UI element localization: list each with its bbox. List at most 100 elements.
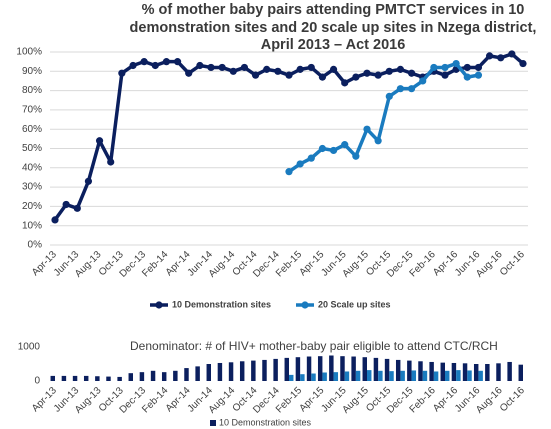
point-marker — [441, 71, 449, 79]
bar — [306, 356, 312, 381]
bar — [462, 363, 468, 381]
bar — [362, 357, 367, 381]
point-marker — [240, 63, 249, 72]
legend-swatch — [210, 420, 216, 426]
point-marker — [407, 85, 416, 93]
y-tick-label: 70% — [22, 105, 42, 116]
legend-swatch — [301, 301, 309, 309]
x-tick-label: Feb-16 — [408, 249, 438, 279]
point-marker — [62, 200, 70, 209]
point-marker — [474, 71, 483, 79]
point-marker — [396, 65, 405, 73]
point-marker — [95, 137, 104, 145]
bar — [139, 372, 145, 381]
point-marker — [485, 52, 494, 60]
x-tick-label: Oct-16 — [498, 385, 527, 414]
y-tick-label: 50% — [22, 143, 42, 154]
point-marker — [329, 65, 338, 73]
bar — [344, 371, 350, 381]
point-marker — [318, 73, 327, 81]
point-marker — [196, 61, 204, 70]
y-tick-label: 30% — [22, 182, 42, 193]
bar — [289, 374, 294, 381]
bar — [445, 370, 450, 381]
point-marker — [341, 141, 349, 149]
bar — [262, 359, 267, 381]
point-marker — [285, 168, 293, 176]
bar — [440, 362, 445, 381]
point-marker — [73, 204, 81, 212]
point-marker — [463, 73, 471, 81]
chart-title: Denominator: # of HIV+ mother-baby pair … — [130, 339, 498, 353]
bar — [407, 360, 412, 381]
bar — [329, 355, 334, 381]
legend-label: 10 Demonstration sites — [219, 417, 312, 427]
bar — [496, 363, 501, 381]
point-marker — [385, 92, 393, 100]
bar — [485, 364, 490, 381]
legend-swatch — [155, 301, 163, 309]
point-marker — [251, 71, 260, 79]
point-marker — [207, 63, 215, 72]
y-tick-label: 100% — [16, 47, 42, 58]
point-marker — [363, 69, 371, 77]
bar — [340, 356, 345, 381]
bar — [355, 370, 361, 381]
y-tick-label: 60% — [22, 124, 42, 135]
point-marker — [307, 63, 315, 72]
bar — [150, 370, 156, 381]
y-tick-label: 10% — [22, 220, 42, 231]
point-marker — [318, 144, 327, 153]
y-tick-label: 0 — [34, 376, 40, 387]
x-tick-label: Feb-14 — [140, 385, 170, 415]
bar — [217, 362, 223, 381]
y-tick-label: 90% — [22, 66, 42, 77]
chart-title: demonstration sites and 20 scale up site… — [130, 20, 537, 36]
bar — [195, 366, 200, 381]
bar — [411, 370, 417, 381]
point-marker — [396, 85, 405, 93]
bar — [518, 364, 523, 381]
point-marker — [463, 63, 471, 72]
bar — [173, 370, 178, 381]
bar — [300, 374, 305, 381]
bar — [422, 370, 428, 381]
bar — [61, 375, 67, 381]
point-marker — [341, 79, 349, 87]
series-line — [288, 61, 479, 174]
bar — [50, 375, 55, 381]
bar — [378, 370, 383, 381]
point-marker — [296, 160, 304, 168]
bar — [161, 372, 167, 381]
bar — [251, 360, 256, 381]
point-marker — [107, 158, 115, 166]
point-marker — [263, 65, 271, 73]
point-marker — [385, 67, 393, 75]
bar — [333, 372, 339, 381]
point-marker — [285, 71, 293, 79]
y-tick-label: 0% — [28, 240, 43, 251]
bar — [507, 361, 512, 381]
point-marker — [129, 61, 137, 70]
point-marker — [352, 73, 360, 81]
bar — [311, 373, 316, 381]
x-tick-label: Feb-15 — [274, 249, 304, 279]
bar — [367, 370, 372, 381]
bar — [467, 370, 472, 381]
point-marker — [352, 152, 360, 160]
bar — [429, 361, 434, 381]
point-marker — [51, 216, 59, 224]
point-marker — [363, 125, 371, 133]
bar — [273, 358, 278, 381]
point-marker — [430, 63, 438, 72]
bar — [206, 364, 211, 381]
legend-label: 10 Demonstration sites — [172, 299, 271, 309]
point-marker — [173, 58, 182, 66]
bar — [228, 362, 234, 381]
bar — [239, 361, 245, 381]
bar — [373, 357, 379, 381]
bar — [418, 361, 423, 381]
bar — [184, 368, 189, 381]
bar — [473, 364, 479, 381]
point-marker — [407, 69, 416, 77]
